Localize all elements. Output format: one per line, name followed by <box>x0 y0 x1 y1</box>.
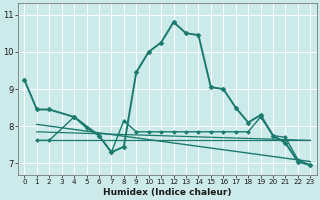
X-axis label: Humidex (Indice chaleur): Humidex (Indice chaleur) <box>103 188 232 197</box>
